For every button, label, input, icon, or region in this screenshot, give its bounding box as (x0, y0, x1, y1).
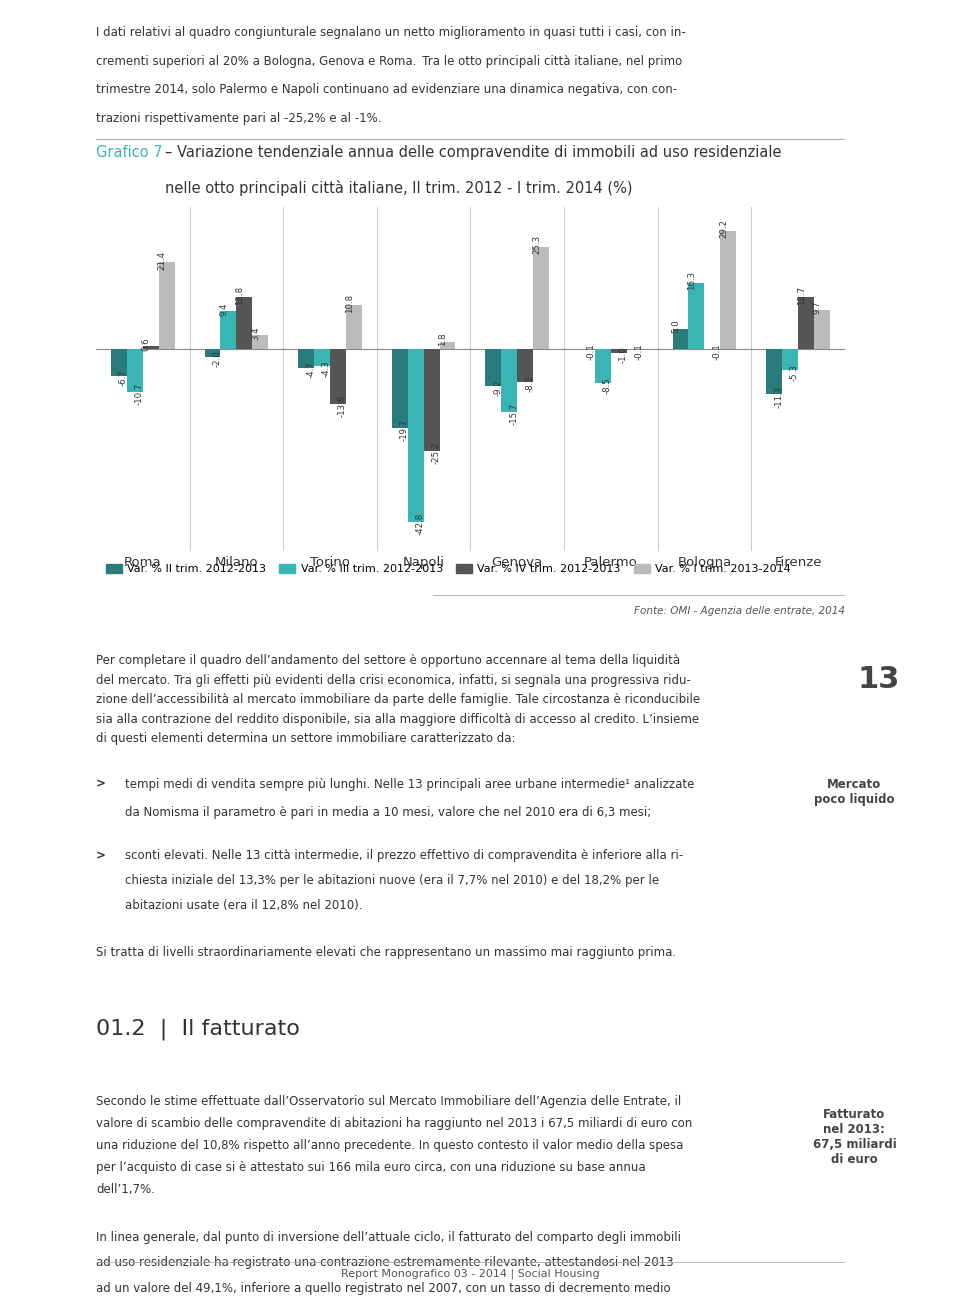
Text: Report Monografico 03 - 2014 | Social Housing: Report Monografico 03 - 2014 | Social Ho… (341, 1269, 600, 1279)
Text: -8.5: -8.5 (603, 377, 612, 394)
Bar (408, 349, 423, 522)
Text: ad uso residenziale ha registrato una contrazione estremamente rilevante, attest: ad uso residenziale ha registrato una co… (96, 1256, 674, 1270)
Text: 01.2  |  Il fatturato: 01.2 | Il fatturato (96, 1019, 300, 1039)
Text: -11.3: -11.3 (774, 385, 783, 407)
Text: -15.7: -15.7 (509, 403, 518, 425)
Text: 9.4: 9.4 (220, 302, 228, 315)
Text: abitazioni usate (era il 12,8% nel 2010).: abitazioni usate (era il 12,8% nel 2010)… (125, 899, 362, 912)
Text: sia alla contrazione del reddito disponibile, sia alla maggiore difficoltà di ac: sia alla contrazione del reddito disponi… (96, 713, 699, 726)
Text: sconti elevati. Nelle 13 città intermedie, il prezzo effettivo di compravendita : sconti elevati. Nelle 13 città intermedi… (125, 849, 683, 862)
Text: 9.7: 9.7 (813, 301, 822, 315)
Text: nelle otto principali città italiane, II trim. 2012 - I trim. 2014 (%): nelle otto principali città italiane, II… (165, 180, 633, 196)
Text: Mercato
poco liquido: Mercato poco liquido (814, 778, 895, 806)
Text: Grafico 7: Grafico 7 (96, 145, 162, 161)
Bar (595, 349, 611, 384)
Text: 12.8: 12.8 (235, 285, 245, 305)
Text: Fonte: OMI - Agenzia delle entrate, 2014: Fonte: OMI - Agenzia delle entrate, 2014 (634, 605, 845, 616)
Text: -9.2: -9.2 (493, 380, 502, 397)
Text: 16.3: 16.3 (687, 271, 696, 290)
Text: Fatturato
nel 2013:
67,5 miliardi
di euro: Fatturato nel 2013: 67,5 miliardi di eur… (812, 1108, 897, 1166)
Bar (798, 298, 814, 349)
Text: -42.8: -42.8 (416, 513, 424, 535)
Text: -19.7: -19.7 (399, 420, 409, 442)
Text: In linea generale, dal punto di inversione dell’attuale ciclo, il fatturato del : In linea generale, dal punto di inversio… (96, 1231, 681, 1244)
Text: -1.0: -1.0 (619, 346, 628, 363)
Text: Secondo le stime effettuate dall’Osservatorio sul Mercato Immobiliare dell’Agenz: Secondo le stime effettuate dall’Osserva… (96, 1095, 682, 1108)
Text: -0.1: -0.1 (712, 343, 721, 359)
Bar (673, 329, 688, 349)
Text: 29.2: 29.2 (719, 219, 729, 238)
Text: I dati relativi al quadro congiunturale segnalano un netto miglioramento in quas: I dati relativi al quadro congiunturale … (96, 26, 685, 39)
Text: per l’acquisto di case si è attestato sui 166 mila euro circa, con una riduzione: per l’acquisto di case si è attestato su… (96, 1161, 646, 1174)
Text: >: > (96, 849, 106, 862)
Bar (204, 349, 221, 356)
Bar (688, 283, 705, 349)
Bar (611, 349, 627, 353)
Bar (782, 349, 798, 371)
Bar (221, 311, 236, 349)
Text: 25.3: 25.3 (532, 235, 541, 254)
Text: 21.4: 21.4 (157, 250, 167, 270)
Bar (299, 349, 314, 368)
Text: 10.8: 10.8 (345, 294, 354, 312)
Text: zione dell’accessibilità al mercato immobiliare da parte delle famiglie. Tale ci: zione dell’accessibilità al mercato immo… (96, 693, 700, 706)
Bar (252, 336, 268, 349)
Legend: Var. % II trim. 2012-2013, Var. % III trim. 2012-2013, Var. % IV trim. 2012-2013: Var. % II trim. 2012-2013, Var. % III tr… (102, 560, 795, 578)
Bar (423, 349, 440, 451)
Text: Si tratta di livelli straordinariamente elevati che rappresentano un massimo mai: Si tratta di livelli straordinariamente … (96, 946, 676, 959)
Text: crementi superiori al 20% a Bologna, Genova e Roma. Tra le otto principali città: crementi superiori al 20% a Bologna, Gen… (96, 54, 683, 67)
Text: da Nomisma il parametro è pari in media a 10 mesi, valore che nel 2010 era di 6,: da Nomisma il parametro è pari in media … (125, 806, 651, 819)
Text: Per completare il quadro dell’andamento del settore è opportuno accennare al tem: Per completare il quadro dell’andamento … (96, 654, 680, 667)
Bar (501, 349, 517, 412)
Bar (533, 246, 549, 349)
Text: -0.1: -0.1 (635, 343, 643, 359)
Bar (236, 297, 252, 349)
Bar (127, 349, 143, 391)
Bar (111, 349, 127, 376)
Text: di questi elementi determina un settore immobiliare caratterizzato da:: di questi elementi determina un settore … (96, 732, 516, 745)
Text: 0.6: 0.6 (142, 337, 151, 351)
Text: del mercato. Tra gli effetti più evidenti della crisi economica, infatti, si seg: del mercato. Tra gli effetti più evident… (96, 674, 691, 687)
Text: -2.0: -2.0 (212, 350, 222, 367)
Text: valore di scambio delle compravendite di abitazioni ha raggiunto nel 2013 i 67,5: valore di scambio delle compravendite di… (96, 1117, 692, 1130)
Text: una riduzione del 10,8% rispetto all’anno precedente. In questo contesto il valo: una riduzione del 10,8% rispetto all’ann… (96, 1139, 684, 1152)
Text: ad un valore del 49,1%, inferiore a quello registrato nel 2007, con un tasso di : ad un valore del 49,1%, inferiore a quel… (96, 1282, 671, 1295)
Text: >: > (96, 778, 106, 791)
Bar (766, 349, 782, 394)
Text: -0.1: -0.1 (587, 343, 596, 359)
Bar (486, 349, 501, 386)
Bar (314, 349, 330, 367)
Text: -4.7: -4.7 (306, 362, 315, 378)
Text: -6.7: -6.7 (119, 369, 128, 386)
Text: – Variazione tendenziale annua delle compravendite di immobili ad uso residenzia: – Variazione tendenziale annua delle com… (165, 145, 781, 161)
Text: -25.2: -25.2 (432, 442, 441, 464)
Text: 13: 13 (857, 665, 900, 693)
Bar (814, 310, 829, 349)
Bar (143, 346, 158, 349)
Bar (440, 342, 455, 349)
Bar (330, 349, 346, 404)
Bar (346, 305, 362, 349)
Bar (517, 349, 533, 382)
Text: -8.2: -8.2 (525, 376, 534, 393)
Bar (158, 262, 175, 349)
Text: dell’1,7%.: dell’1,7%. (96, 1183, 155, 1196)
Text: 1.8: 1.8 (439, 333, 447, 346)
Text: -4.3: -4.3 (322, 360, 331, 377)
Text: 3.4: 3.4 (252, 327, 260, 340)
Text: trimestre 2014, solo Palermo e Napoli continuano ad evidenziare una dinamica neg: trimestre 2014, solo Palermo e Napoli co… (96, 83, 677, 96)
Text: -13.6: -13.6 (338, 394, 347, 417)
Text: trazioni rispettivamente pari al -25,2% e al -1%.: trazioni rispettivamente pari al -25,2% … (96, 111, 381, 124)
Text: 5.0: 5.0 (672, 320, 681, 333)
Text: -5.3: -5.3 (790, 364, 799, 381)
Text: chiesta iniziale del 13,3% per le abitazioni nuove (era il 7,7% nel 2010) e del : chiesta iniziale del 13,3% per le abitaz… (125, 874, 659, 886)
Text: -10.7: -10.7 (134, 382, 144, 406)
Bar (720, 231, 736, 349)
Text: tempi medi di vendita sempre più lunghi. Nelle 13 principali aree urbane interme: tempi medi di vendita sempre più lunghi.… (125, 778, 694, 791)
Text: 12.7: 12.7 (797, 286, 806, 305)
Bar (392, 349, 408, 429)
